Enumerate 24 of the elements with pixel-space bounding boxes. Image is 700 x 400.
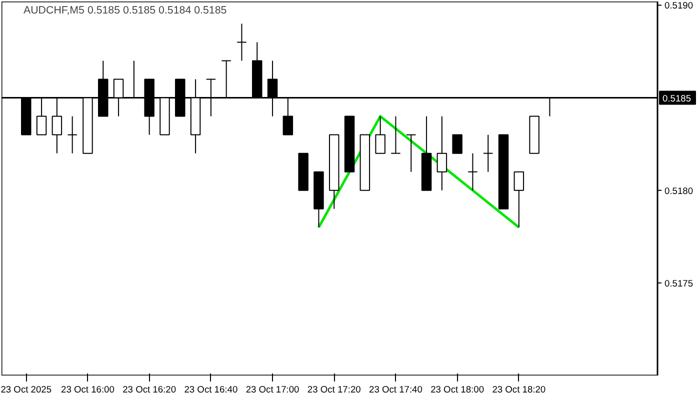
chart-title: AUDCHF,M5 0.5185 0.5185 0.5184 0.5185 [24, 4, 227, 16]
candlestick [406, 134, 416, 172]
candlestick [452, 134, 462, 154]
y-tick-label: 0.5180 [664, 186, 694, 196]
candlestick [67, 116, 78, 154]
x-tick-label: 23 Oct 17:40 [369, 384, 422, 394]
x-tick-label: 23 Oct 17:20 [307, 384, 361, 394]
x-tick-label: 23 Oct 16:40 [184, 384, 238, 394]
ref-line-label: 0.5185 [662, 93, 692, 104]
candlestick [468, 152, 478, 191]
x-tick-label: 23 Oct 16:00 [61, 384, 114, 394]
candlestick [236, 23, 247, 62]
candlestick [436, 116, 448, 191]
x-tick-label: 23 Oct 16:20 [122, 384, 176, 394]
x-tick-label: 23 Oct 17:00 [246, 384, 300, 394]
candlestick [390, 116, 401, 154]
candlestick [482, 134, 494, 172]
x-tick-label: 23 Oct 18:00 [430, 384, 484, 394]
candlestick [375, 116, 386, 154]
candlestick [514, 171, 524, 228]
y-tick-label: 0.5175 [664, 278, 694, 288]
y-tick-label: 0.5190 [664, 0, 694, 11]
x-tick-label: 23 Oct 2025 [0, 384, 52, 394]
x-tick-label: 23 Oct 18:20 [492, 384, 546, 394]
